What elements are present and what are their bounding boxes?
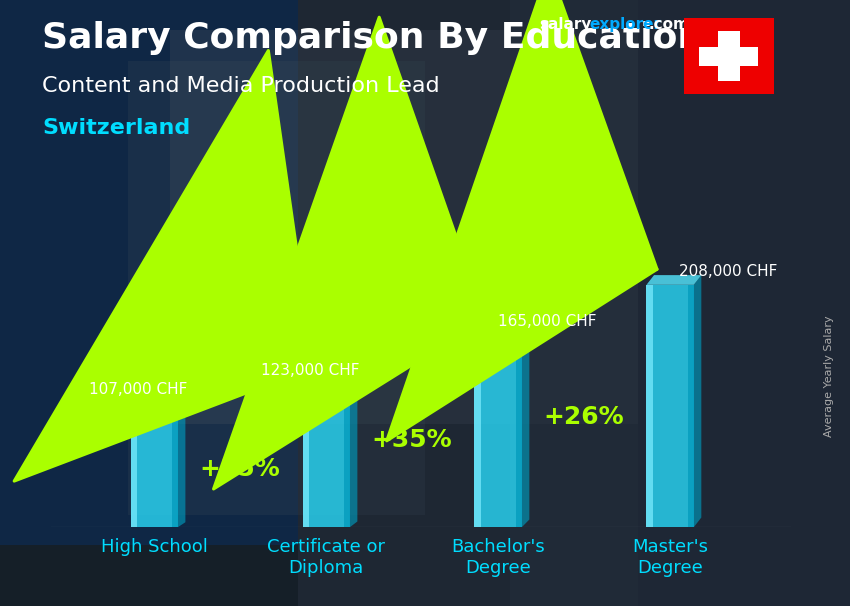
- Bar: [688, 285, 694, 527]
- Text: +35%: +35%: [371, 428, 452, 452]
- Text: .com: .com: [649, 17, 689, 32]
- Polygon shape: [474, 327, 530, 335]
- Bar: [343, 384, 350, 527]
- Polygon shape: [178, 398, 185, 527]
- Polygon shape: [522, 327, 530, 527]
- Text: Average Yearly Salary: Average Yearly Salary: [824, 315, 834, 436]
- Bar: [303, 384, 309, 527]
- Polygon shape: [694, 275, 701, 527]
- Text: 208,000 CHF: 208,000 CHF: [678, 264, 777, 279]
- Polygon shape: [350, 378, 357, 527]
- Text: explorer: explorer: [589, 17, 661, 32]
- Polygon shape: [647, 275, 701, 285]
- Bar: [647, 285, 694, 527]
- Bar: [717, 31, 740, 81]
- Text: Switzerland: Switzerland: [42, 118, 190, 138]
- Bar: [170, 30, 638, 424]
- Bar: [131, 402, 137, 527]
- Text: Content and Media Production Lead: Content and Media Production Lead: [42, 76, 440, 96]
- Text: Salary Comparison By Education: Salary Comparison By Education: [42, 21, 704, 55]
- Bar: [0, 0, 298, 545]
- Bar: [298, 0, 850, 606]
- Text: 165,000 CHF: 165,000 CHF: [498, 314, 597, 329]
- Bar: [700, 47, 758, 65]
- Bar: [172, 402, 178, 527]
- Bar: [474, 335, 522, 527]
- Bar: [131, 402, 178, 527]
- Text: 107,000 CHF: 107,000 CHF: [89, 382, 187, 397]
- Polygon shape: [303, 378, 357, 384]
- Bar: [474, 335, 480, 527]
- Bar: [647, 285, 653, 527]
- Bar: [510, 0, 850, 606]
- Bar: [303, 384, 350, 527]
- Polygon shape: [131, 398, 185, 402]
- Text: 123,000 CHF: 123,000 CHF: [261, 363, 360, 378]
- Text: +15%: +15%: [200, 457, 280, 481]
- Text: salary: salary: [540, 17, 592, 32]
- Bar: [638, 0, 850, 606]
- Bar: [516, 335, 522, 527]
- Bar: [128, 61, 425, 515]
- Text: +26%: +26%: [544, 405, 625, 428]
